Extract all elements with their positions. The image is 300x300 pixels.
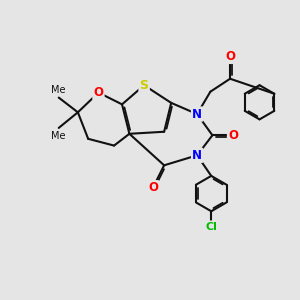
- Text: O: O: [148, 181, 158, 194]
- Text: Cl: Cl: [205, 222, 217, 232]
- Text: N: N: [192, 149, 202, 162]
- Text: O: O: [94, 86, 103, 99]
- Text: Me: Me: [52, 85, 66, 94]
- Text: S: S: [140, 79, 148, 92]
- Text: O: O: [225, 50, 235, 63]
- Text: Me: Me: [52, 131, 66, 141]
- Text: N: N: [192, 108, 202, 121]
- Text: O: O: [228, 129, 238, 142]
